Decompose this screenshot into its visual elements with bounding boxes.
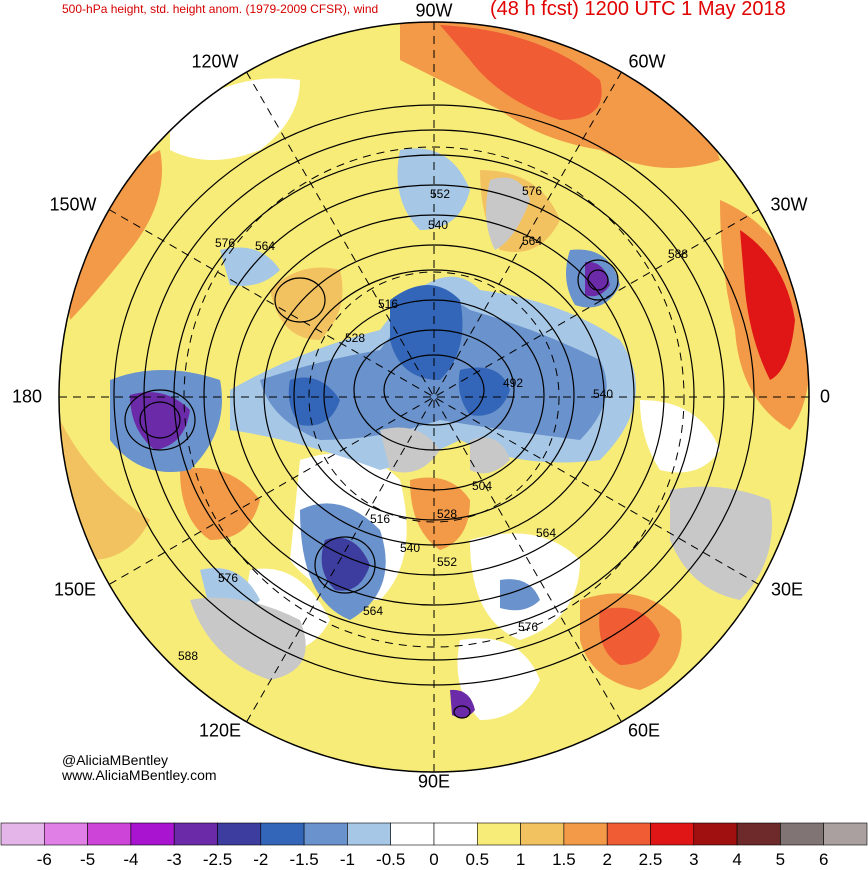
contour-label-group: 552 540 576 564 588 576 564 516 528 492 …	[178, 184, 688, 663]
contour-label: 588	[668, 247, 688, 261]
anomaly-field	[59, 22, 809, 772]
colorbar-tick-label: -6	[36, 850, 52, 869]
credit-handle: @AliciaMBentley	[62, 752, 169, 768]
forecast-time: (48 h fcst) 1200 UTC 1 May 2018	[490, 0, 786, 20]
colorbar-tick-label: 1	[515, 850, 526, 869]
colorbar-swatch	[736, 822, 781, 846]
colorbar-swatch	[563, 822, 608, 846]
lon-label-60e: 60E	[627, 720, 661, 741]
colorbar-tick-label: 0.5	[465, 850, 490, 869]
colorbar-tick-label: -4	[123, 850, 139, 869]
colorbar-tick-label: -2.5	[202, 850, 233, 869]
contour-label: 492	[503, 376, 523, 390]
contour-label: 564	[255, 239, 275, 253]
colorbar-tick-label: -1.5	[289, 850, 319, 869]
graticule	[59, 22, 809, 772]
contour-label: 564	[363, 604, 383, 618]
colorbar-tick-label: -1	[339, 850, 355, 869]
colorbar	[0, 822, 868, 846]
lon-label-0: 0	[819, 386, 831, 407]
colorbar-tick-label: 4	[732, 850, 742, 869]
colorbar-tick-label: -5	[80, 850, 96, 869]
colorbar-swatch	[693, 822, 738, 846]
colorbar-swatch	[303, 822, 348, 846]
contour-label: 528	[345, 331, 365, 345]
contour-label: 540	[428, 218, 448, 232]
colorbar-swatch	[217, 822, 262, 846]
contour-label: 588	[178, 649, 198, 663]
colorbar-tick-label: 2	[602, 850, 612, 869]
contour-label: 564	[522, 234, 542, 248]
polar-stereographic-map: 552 540 576 564 588 576 564 516 528 492 …	[58, 21, 810, 773]
contour-label: 540	[400, 541, 420, 555]
contour-label: 504	[472, 479, 492, 493]
colorbar-tick-label: 0	[429, 850, 439, 869]
colorbar-swatch	[606, 822, 651, 846]
colorbar-swatch	[520, 822, 565, 846]
lon-label-90w: 90W	[415, 0, 453, 21]
colorbar-swatch	[0, 822, 45, 846]
colorbar-swatch	[347, 822, 391, 846]
colorbar-swatch	[87, 822, 132, 846]
colorbar-tick-label: 3	[689, 850, 699, 869]
colorbar-tick-label: -2	[253, 850, 269, 869]
colorbar-swatch	[43, 822, 88, 846]
colorbar-swatch	[476, 822, 521, 846]
contour-label: 552	[430, 187, 450, 201]
colorbar-swatch	[823, 822, 868, 846]
lon-label-60w: 60W	[628, 51, 666, 72]
lon-label-120e: 120E	[198, 720, 242, 741]
contour-label: 576	[522, 184, 542, 198]
colorbar-tick-label: -3	[166, 850, 182, 869]
colorbar-swatch	[260, 822, 305, 846]
colorbar-swatch	[173, 822, 218, 846]
contour-label: 552	[437, 555, 457, 569]
colorbar-tick-label: 1.5	[552, 850, 576, 869]
lon-label-30w: 30W	[770, 194, 808, 215]
contour-label: 576	[215, 236, 235, 250]
colorbar-tick-label: 2.5	[638, 850, 663, 869]
lon-label-180: 180	[11, 386, 43, 407]
lon-label-150e: 150E	[53, 579, 97, 600]
contour-label: 516	[370, 512, 390, 526]
map-boundary	[58, 21, 810, 773]
colorbar-swatch	[130, 822, 175, 846]
lon-label-120w: 120W	[191, 51, 239, 72]
credit-website: www.AliciaMBentley.com	[62, 767, 217, 783]
colorbar-swatch	[390, 822, 435, 846]
map-title: 500-hPa height, std. height anom. (1979-…	[62, 2, 379, 16]
lon-label-30e: 30E	[770, 579, 804, 600]
contour-label: 576	[518, 620, 538, 634]
colorbar-tick-label: 5	[775, 850, 786, 869]
contour-label: 540	[593, 387, 613, 401]
colorbar-tick-label: -0.5	[376, 850, 406, 869]
colorbar-swatch	[433, 822, 478, 846]
colorbar-swatch	[650, 822, 695, 846]
contour-label: 576	[218, 571, 238, 585]
colorbar-tick-label: 6	[818, 850, 829, 869]
contour-label: 528	[437, 507, 457, 521]
colorbar-swatch	[780, 822, 825, 846]
contour-label: 564	[536, 526, 556, 540]
lon-label-90e: 90E	[417, 771, 451, 792]
contour-label: 516	[378, 297, 398, 311]
lon-label-150w: 150W	[49, 194, 97, 215]
